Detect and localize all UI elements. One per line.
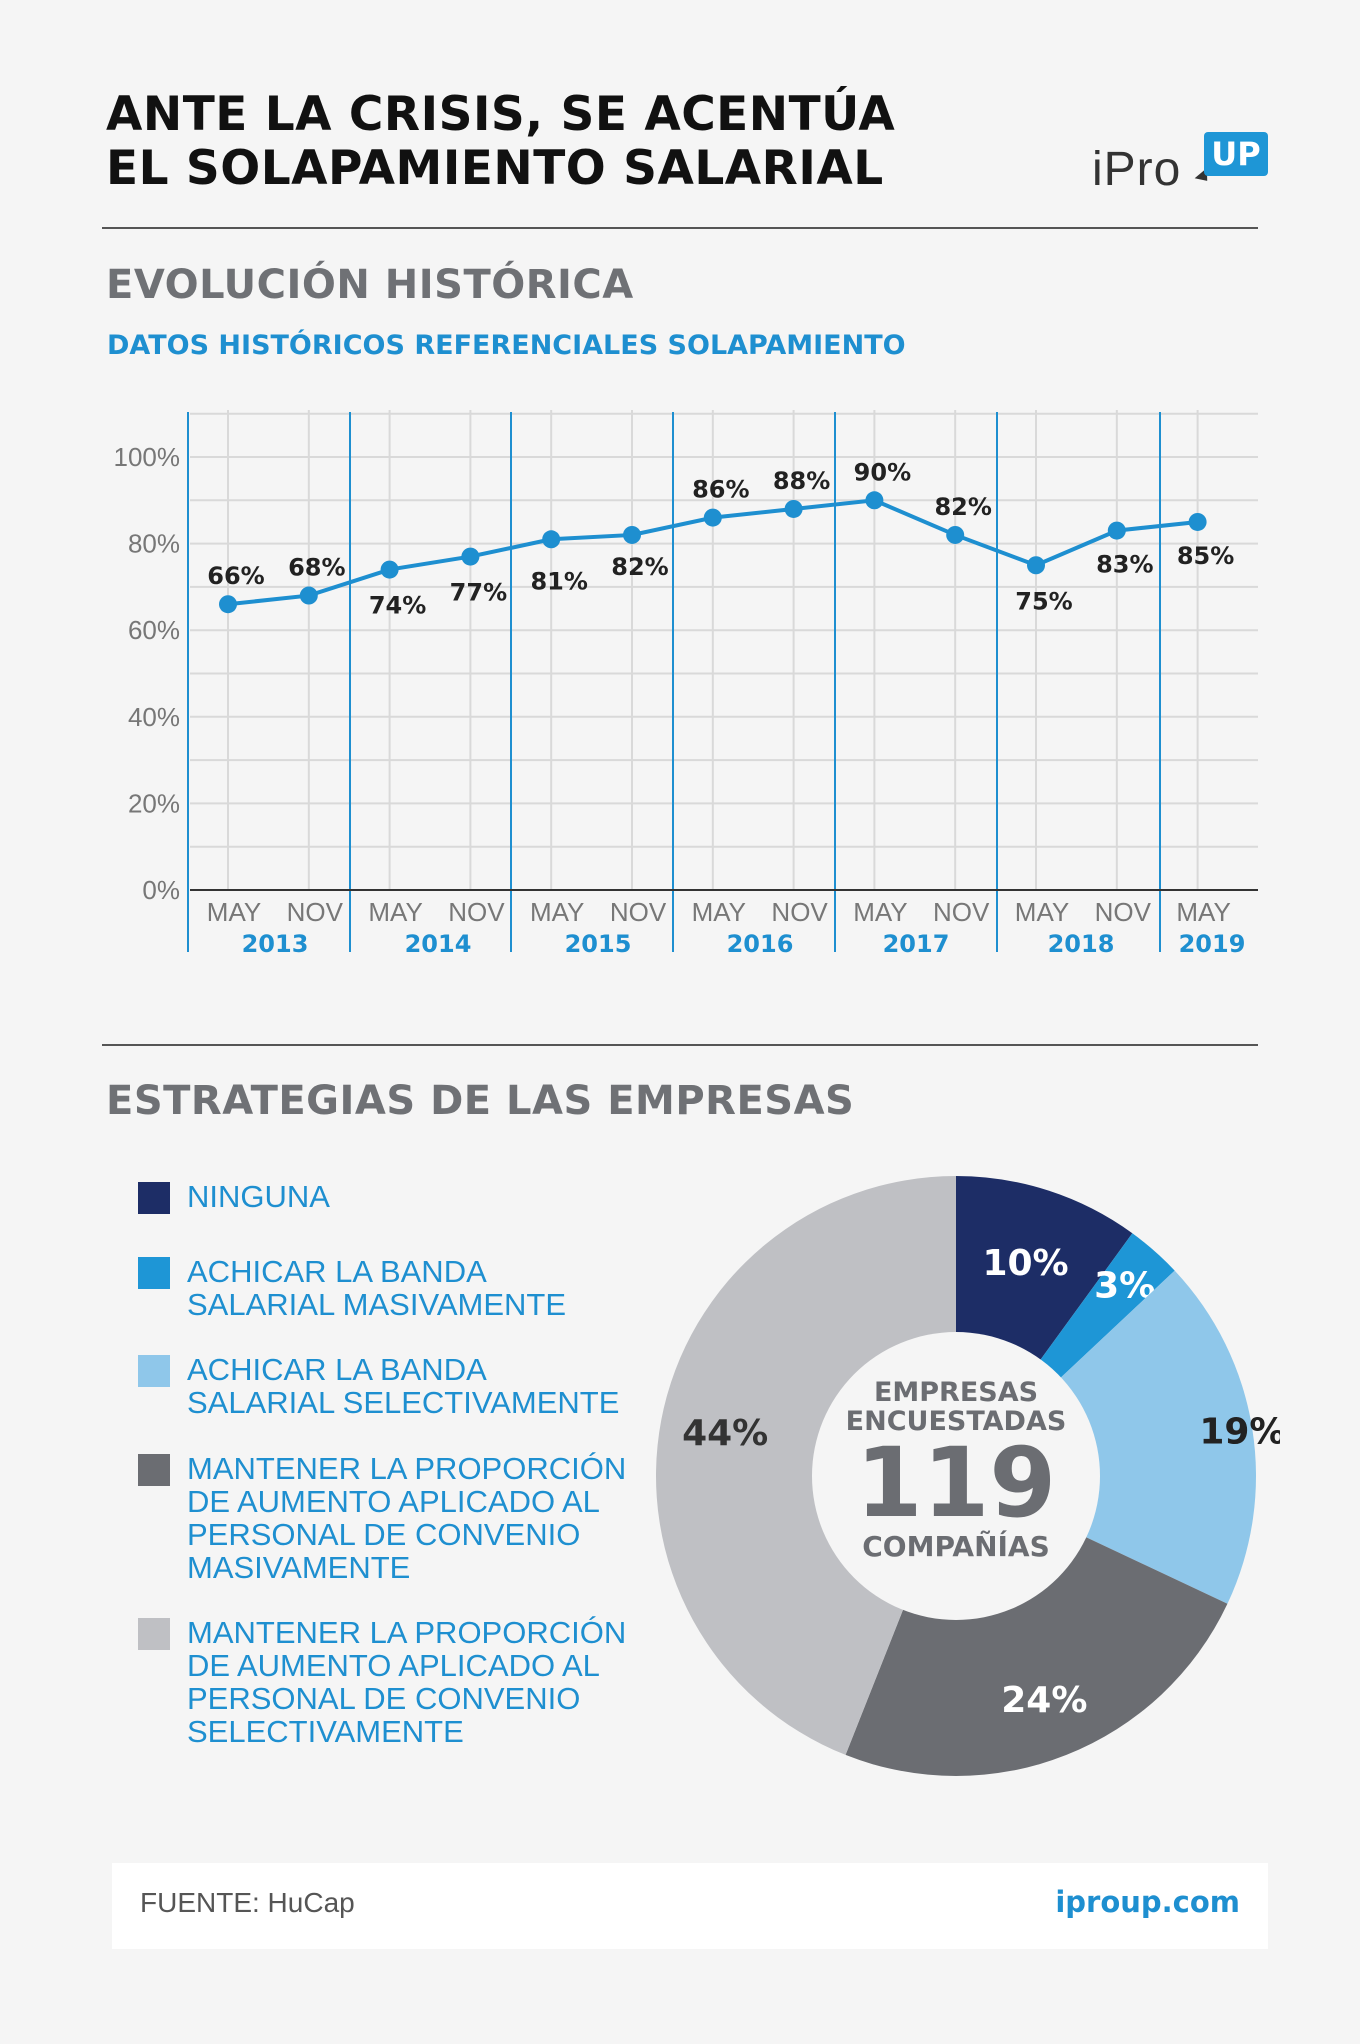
- year-label: 2019: [1179, 930, 1246, 958]
- x-tick-label: MAY: [692, 897, 746, 927]
- data-label: 86%: [692, 476, 749, 504]
- data-point: [461, 547, 480, 566]
- x-tick-label: MAY: [207, 897, 261, 927]
- section-title-evolucion: EVOLUCIÓN HISTÓRICA: [106, 262, 634, 308]
- y-tick-label: 100%: [114, 442, 181, 472]
- page-title: ANTE LA CRISIS, SE ACENTÚA EL SOLAPAMIEN…: [106, 88, 895, 196]
- data-label: 82%: [611, 553, 668, 581]
- data-label: 77%: [450, 579, 507, 607]
- legend-label: NINGUNA: [187, 1179, 330, 1214]
- slice-label: 10%: [982, 1243, 1068, 1284]
- y-tick-label: 0%: [142, 875, 180, 905]
- pie-chart: 10%3%19%24%44%EMPRESASENCUESTADAS119COMP…: [655, 1176, 1280, 1776]
- data-point: [946, 525, 965, 544]
- data-label: 83%: [1096, 551, 1153, 579]
- data-label: 88%: [773, 467, 830, 495]
- x-tick-label: MAY: [530, 897, 584, 927]
- x-tick-label: NOV: [610, 897, 667, 927]
- legend-item: MANTENER LA PROPORCIÓN DE AUMENTO APLICA…: [138, 1615, 658, 1749]
- year-label: 2018: [1048, 930, 1115, 958]
- header-divider: [102, 227, 1258, 229]
- center-label-line1: EMPRESAS: [874, 1377, 1038, 1408]
- legend-swatch: [138, 1257, 170, 1289]
- data-label: 82%: [934, 493, 991, 521]
- data-label: 68%: [288, 554, 345, 582]
- data-point: [542, 530, 561, 549]
- x-tick-label: NOV: [771, 897, 828, 927]
- data-point: [1027, 556, 1045, 575]
- x-tick-label: MAY: [1015, 897, 1069, 927]
- legend-swatch: [138, 1355, 170, 1387]
- line-chart: 0% 20% 40% 60% 80% 100% MAY NOV MAY NOV MAY NOV MAY N…: [114, 410, 1258, 958]
- legend-item: ACHICAR LA BANDA SALARIAL MASIVAMENTE: [138, 1255, 658, 1325]
- center-label-line2: ENCUESTADAS: [846, 1406, 1067, 1437]
- footer-source: FUENTE: HuCap: [140, 1887, 355, 1918]
- data-point: [784, 499, 803, 518]
- legend-swatch: [138, 1454, 170, 1486]
- x-tick-label: NOV: [448, 897, 505, 927]
- data-point: [219, 595, 237, 614]
- legend-swatch: [138, 1618, 170, 1650]
- x-tick-label: NOV: [1095, 897, 1152, 927]
- data-point: [299, 586, 318, 605]
- legend-item: ACHICAR LA BANDA SALARIAL SELECTIVAMENTE: [138, 1353, 658, 1423]
- section-title-estrategias: ESTRATEGIAS DE LAS EMPRESAS: [106, 1078, 855, 1124]
- year-label: 2017: [883, 930, 950, 958]
- center-label-line3: COMPAÑÍAS: [862, 1529, 1050, 1563]
- x-tick-label: NOV: [287, 897, 344, 927]
- logo-text: iPro: [1092, 143, 1182, 196]
- section-divider: [102, 1044, 1258, 1046]
- pie-slice: [655, 1176, 956, 1755]
- legend-label: MANTENER LA PROPORCIÓN DE AUMENTO APLICA…: [187, 1615, 627, 1749]
- data-label: 66%: [207, 562, 264, 590]
- slice-label: 19%: [1199, 1412, 1280, 1453]
- year-label: 2014: [405, 930, 472, 958]
- y-tick-label: 80%: [128, 529, 180, 559]
- x-tick-label: MAY: [853, 897, 907, 927]
- data-point: [865, 491, 884, 510]
- pie-slice: [956, 1270, 1256, 1604]
- slice-label: 44%: [682, 1413, 768, 1454]
- legend-item: NINGUNA: [138, 1180, 658, 1220]
- legend-item: MANTENER LA PROPORCIÓN DE AUMENTO APLICA…: [138, 1451, 658, 1585]
- year-label: 2013: [242, 930, 309, 958]
- data-point: [703, 508, 722, 527]
- donut-center: [812, 1332, 1100, 1620]
- legend-label: MANTENER LA PROPORCIÓN DE AUMENTO APLICA…: [187, 1451, 627, 1585]
- data-label: 85%: [1177, 542, 1234, 570]
- data-label: 81%: [530, 567, 587, 595]
- center-number: 119: [856, 1427, 1056, 1539]
- footer-link[interactable]: iproup.com: [1055, 1885, 1240, 1919]
- x-tick-label: MAY: [368, 897, 422, 927]
- x-tick-label: NOV: [933, 897, 990, 927]
- data-point: [1107, 521, 1126, 540]
- x-tick-label: MAY: [1176, 897, 1230, 927]
- legend-label: ACHICAR LA BANDA SALARIAL SELECTIVAMENTE: [187, 1352, 620, 1420]
- year-label: 2016: [727, 930, 794, 958]
- legend-swatch: [138, 1182, 170, 1214]
- y-tick-label: 20%: [128, 788, 180, 818]
- year-label: 2015: [565, 930, 632, 958]
- slice-label: 24%: [1001, 1680, 1087, 1721]
- y-tick-label: 40%: [128, 702, 180, 732]
- data-point: [1188, 512, 1207, 531]
- footer: FUENTE: HuCap iproup.com: [112, 1863, 1268, 1949]
- logo-badge: UP: [1204, 132, 1268, 176]
- y-tick-label: 60%: [128, 615, 180, 645]
- data-label: 90%: [854, 458, 911, 486]
- title-line-1: ANTE LA CRISIS, SE ACENTÚA: [106, 87, 896, 142]
- data-label: 74%: [369, 592, 426, 620]
- data-label: 75%: [1015, 587, 1072, 615]
- title-line-2: EL SOLAPAMIENTO SALARIAL: [106, 141, 884, 196]
- legend-label: ACHICAR LA BANDA SALARIAL MASIVAMENTE: [187, 1254, 566, 1322]
- data-point: [623, 525, 641, 544]
- chart-subtitle: DATOS HISTÓRICOS REFERENCIALES SOLAPAMIE…: [107, 330, 906, 361]
- data-point: [380, 560, 399, 579]
